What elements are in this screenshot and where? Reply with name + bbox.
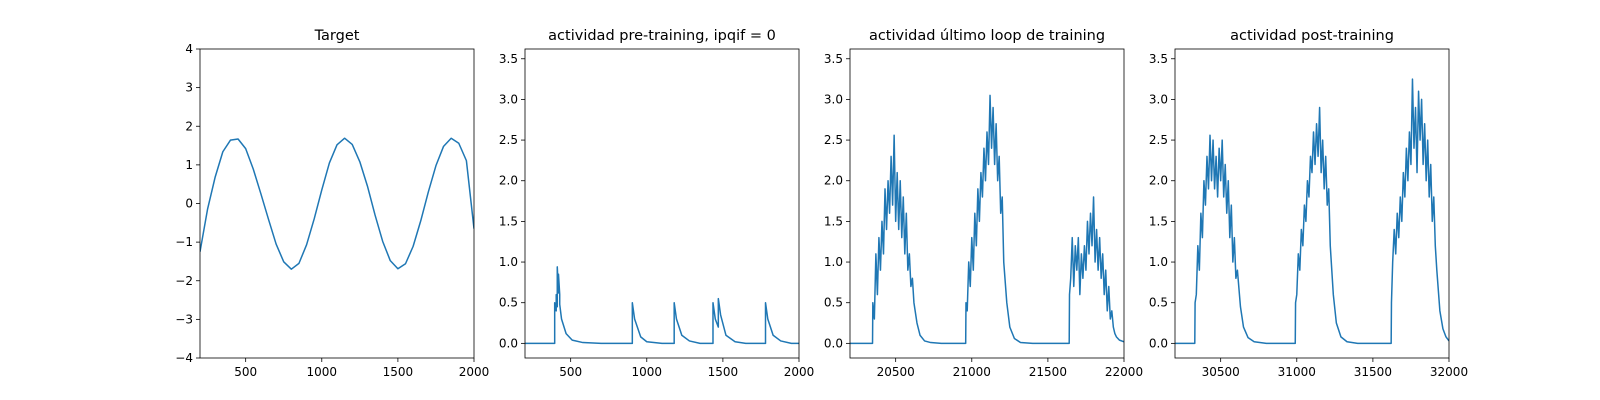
panel-title: Target (314, 28, 360, 44)
y-tick-label: 0.5 (499, 296, 518, 310)
y-tick-label: 0.5 (824, 296, 843, 310)
x-tick-label: 2000 (459, 365, 490, 379)
y-tick-label: 1.0 (499, 255, 518, 269)
plot-area (525, 49, 799, 358)
x-tick-label: 500 (559, 365, 582, 379)
y-tick-label: 2.5 (1149, 133, 1168, 147)
series-line-0 (1175, 78, 1449, 345)
panel-title: actividad post-training (1230, 28, 1394, 44)
y-tick-label: 3 (185, 81, 193, 95)
y-tick-label: 1.5 (824, 214, 843, 228)
x-tick-label: 21000 (953, 365, 991, 379)
x-tick-label: 1000 (632, 365, 663, 379)
plot-area (200, 49, 474, 358)
x-tick-label: 2000 (784, 365, 815, 379)
y-tick-label: 1.5 (1149, 214, 1168, 228)
x-tick-label: 22000 (1105, 365, 1143, 379)
series-line-0 (200, 137, 474, 270)
y-tick-label: 1 (185, 158, 193, 172)
y-tick-label: 0.0 (1149, 336, 1168, 350)
y-tick-label: 2.5 (499, 133, 518, 147)
y-tick-label: 2.5 (824, 133, 843, 147)
y-tick-label: 3.0 (1149, 92, 1168, 106)
y-tick-label: −1 (175, 235, 193, 249)
y-tick-label: 1.5 (499, 214, 518, 228)
x-tick-label: 1000 (307, 365, 338, 379)
y-tick-label: −3 (175, 312, 193, 326)
panel-title: actividad pre-training, ipqif = 0 (548, 28, 776, 44)
y-tick-label: 3.5 (1149, 52, 1168, 66)
y-tick-label: 2.0 (1149, 174, 1168, 188)
plot-frame (849, 48, 1125, 359)
x-tick-label: 31500 (1354, 365, 1392, 379)
y-tick-label: 2 (185, 119, 193, 133)
plot-area (1175, 49, 1449, 358)
y-tick-label: 3.5 (824, 52, 843, 66)
y-tick-label: 0 (185, 197, 193, 211)
x-tick-label: 20500 (877, 365, 915, 379)
y-tick-label: 4 (185, 42, 193, 56)
y-tick-label: −2 (175, 274, 193, 288)
x-tick-label: 31000 (1278, 365, 1316, 379)
y-tick-label: 3.5 (499, 52, 518, 66)
plot-frame (199, 48, 475, 359)
panel-last-training-loop: actividad último loop de training 20500 2… (824, 28, 1143, 379)
x-tick-label: 32000 (1430, 365, 1468, 379)
x-tick-label: 1500 (383, 365, 414, 379)
plot-frame (524, 48, 800, 359)
y-tick-label: 3.0 (499, 92, 518, 106)
x-tick-label: 30500 (1202, 365, 1240, 379)
plot-frame (1174, 48, 1450, 359)
y-tick-label: 2.0 (499, 174, 518, 188)
y-tick-label: 0.0 (499, 336, 518, 350)
series-line-0 (525, 266, 799, 345)
series-line-0 (850, 94, 1124, 345)
y-tick-label: 3.0 (824, 92, 843, 106)
x-tick-label: 1500 (708, 365, 739, 379)
y-tick-label: 2.0 (824, 174, 843, 188)
plot-area (850, 49, 1124, 358)
y-tick-label: 1.0 (1149, 255, 1168, 269)
panel-post-training: actividad post-training 30500 31000 31500 3… (1149, 28, 1468, 379)
panel-title: actividad último loop de training (869, 28, 1105, 44)
y-tick-label: 0.5 (1149, 296, 1168, 310)
y-tick-label: 1.0 (824, 255, 843, 269)
y-tick-label: 0.0 (824, 336, 843, 350)
x-tick-label: 500 (234, 365, 257, 379)
panel-target: Target 500 1000 1500 2000 −4 −3 −2 −1 0 1 2 3 4 (175, 28, 489, 379)
x-tick-label: 21500 (1029, 365, 1067, 379)
y-tick-label: −4 (175, 351, 193, 365)
panel-pre-training: actividad pre-training, ipqif = 0 500 100… (499, 28, 814, 379)
